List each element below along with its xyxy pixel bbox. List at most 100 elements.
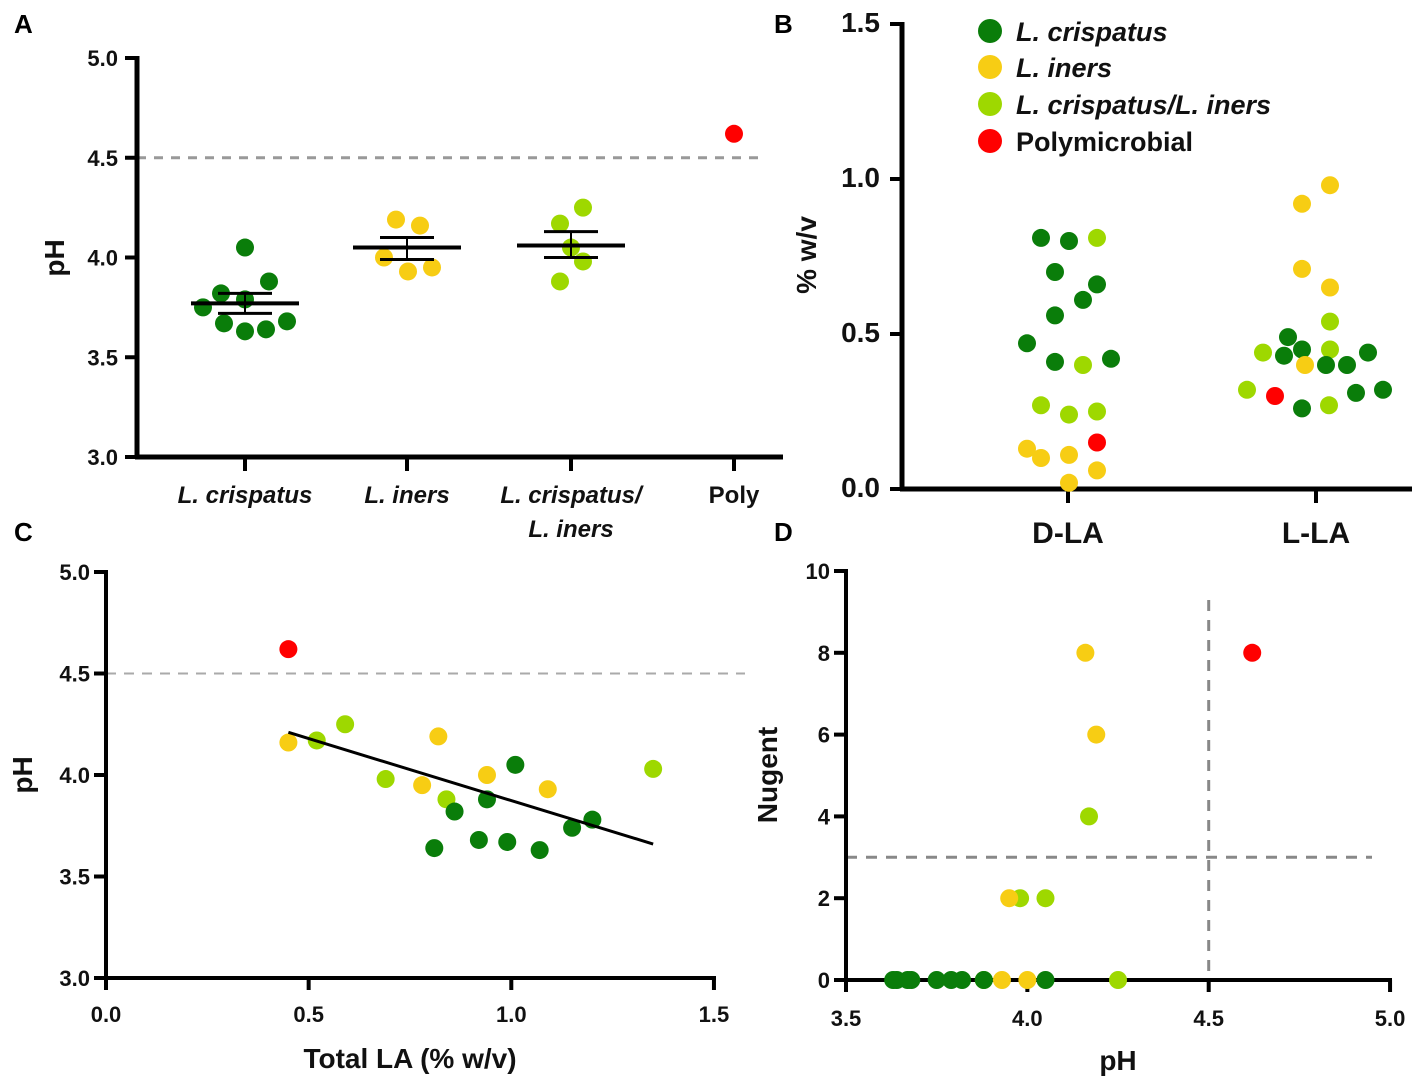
data-point <box>1046 263 1064 281</box>
data-point <box>1293 194 1311 213</box>
data-point <box>1317 356 1335 374</box>
data-point <box>1359 343 1377 362</box>
data-point <box>1032 449 1050 467</box>
x-tick-label: 0.5 <box>293 1002 324 1027</box>
data-point <box>551 214 569 233</box>
panel-label-d: D <box>774 517 793 547</box>
data-point <box>1347 383 1365 402</box>
data-point <box>1018 439 1036 458</box>
data-point <box>257 320 275 339</box>
data-point <box>1109 971 1128 989</box>
data-point <box>278 312 296 331</box>
category-label: L. crispatus/ <box>500 482 644 509</box>
category-label: Poly <box>709 482 760 509</box>
y-axis-label: pH <box>39 239 70 276</box>
legend-item: L. crispatus <box>978 17 1168 47</box>
legend-label: L. iners <box>1016 53 1112 83</box>
data-point <box>551 272 569 291</box>
legend-label: Polymicrobial <box>1016 127 1193 157</box>
data-point <box>1321 340 1339 359</box>
y-tick-label: 4.5 <box>87 146 118 171</box>
data-point <box>477 766 496 784</box>
data-point <box>387 210 405 229</box>
data-point <box>1060 473 1078 492</box>
panel-d-chart: 0 2 4 6 8 10 3.5 4.0 4.5 5.0 pH Nugent <box>752 559 1405 1076</box>
category-label: L. iners <box>528 516 613 543</box>
y-tick-label: 4.0 <box>59 763 90 788</box>
data-point <box>644 759 663 778</box>
legend-label: L. crispatus <box>1016 17 1168 47</box>
data-point <box>1076 643 1095 662</box>
y-tick-label: 8 <box>818 641 830 666</box>
y-tick-label: 3.0 <box>59 966 90 991</box>
data-point <box>399 262 417 281</box>
y-tick-label: 3.5 <box>87 345 118 370</box>
y-tick-label: 3.5 <box>59 865 90 890</box>
data-point <box>375 248 393 267</box>
data-point <box>574 252 592 271</box>
data-point <box>215 314 233 333</box>
category-label: L-LA <box>1282 517 1350 550</box>
panel-label-b: B <box>774 9 793 39</box>
regression-line <box>287 730 654 846</box>
data-point <box>1088 433 1106 452</box>
data-point <box>1088 402 1106 421</box>
data-point <box>1293 259 1311 278</box>
data-point <box>260 272 278 291</box>
data-point <box>1321 312 1339 331</box>
data-point <box>1036 971 1055 989</box>
data-point <box>563 818 582 837</box>
data-point <box>1074 356 1092 374</box>
y-tick-label: 4.5 <box>59 662 90 687</box>
x-tick-label: 4.5 <box>1193 1006 1224 1031</box>
y-tick-label: 0.5 <box>841 317 880 348</box>
data-point <box>1088 461 1106 480</box>
data-point <box>1032 396 1050 415</box>
data-point <box>1254 343 1272 362</box>
data-point <box>1243 643 1262 662</box>
data-point <box>1074 290 1092 309</box>
data-point <box>953 971 972 989</box>
legend-item: L. crispatus/L. iners <box>978 90 1271 120</box>
panel-label-c: C <box>14 517 33 547</box>
legend: L. crispatus L. iners L. crispatus/L. iner… <box>978 17 1271 157</box>
data-point <box>1374 380 1392 399</box>
y-tick-label: 2 <box>818 886 830 911</box>
data-point <box>279 640 298 659</box>
legend-swatch <box>978 92 1002 116</box>
data-point <box>1000 889 1019 908</box>
legend-item: L. iners <box>978 53 1112 83</box>
data-point <box>1293 340 1311 359</box>
y-tick-label: 0.0 <box>841 472 880 503</box>
y-axis-label: % w/v <box>791 216 822 294</box>
data-point <box>1060 232 1078 250</box>
y-axis-label: pH <box>7 756 38 793</box>
data-point <box>530 841 549 860</box>
panel-c-chart: 3.0 3.5 4.0 4.5 5.0 0.0 0.5 1.0 1.5 Total LA (% w… <box>7 560 745 1074</box>
data-point <box>236 238 254 257</box>
panel-a-chart: 3.0 3.5 4.0 4.5 5.0 pH L. crispatus L. iners L. … <box>39 46 783 543</box>
data-point <box>927 971 946 989</box>
data-point <box>1046 352 1064 371</box>
data-point <box>1321 278 1339 297</box>
panel-b-chart: 0.0 0.5 1.0 1.5 % w/v D-LA L-LA <box>791 7 1412 550</box>
data-point <box>413 776 432 795</box>
data-point <box>194 298 212 317</box>
data-point <box>725 124 743 143</box>
data-point <box>445 802 464 821</box>
y-tick-label: 4 <box>818 804 831 829</box>
y-tick-label: 4.0 <box>87 246 118 271</box>
y-tick-label: 1.0 <box>841 162 880 193</box>
x-tick-label: 1.5 <box>699 1002 730 1027</box>
data-point <box>902 971 921 989</box>
data-point <box>992 971 1011 989</box>
y-tick-label: 5.0 <box>59 560 90 585</box>
data-point <box>1238 380 1256 399</box>
data-point <box>1060 405 1078 424</box>
data-point <box>411 216 429 235</box>
y-tick-label: 1.5 <box>841 7 880 38</box>
data-point <box>1266 387 1284 405</box>
data-point <box>1032 228 1050 247</box>
data-point <box>498 832 517 851</box>
